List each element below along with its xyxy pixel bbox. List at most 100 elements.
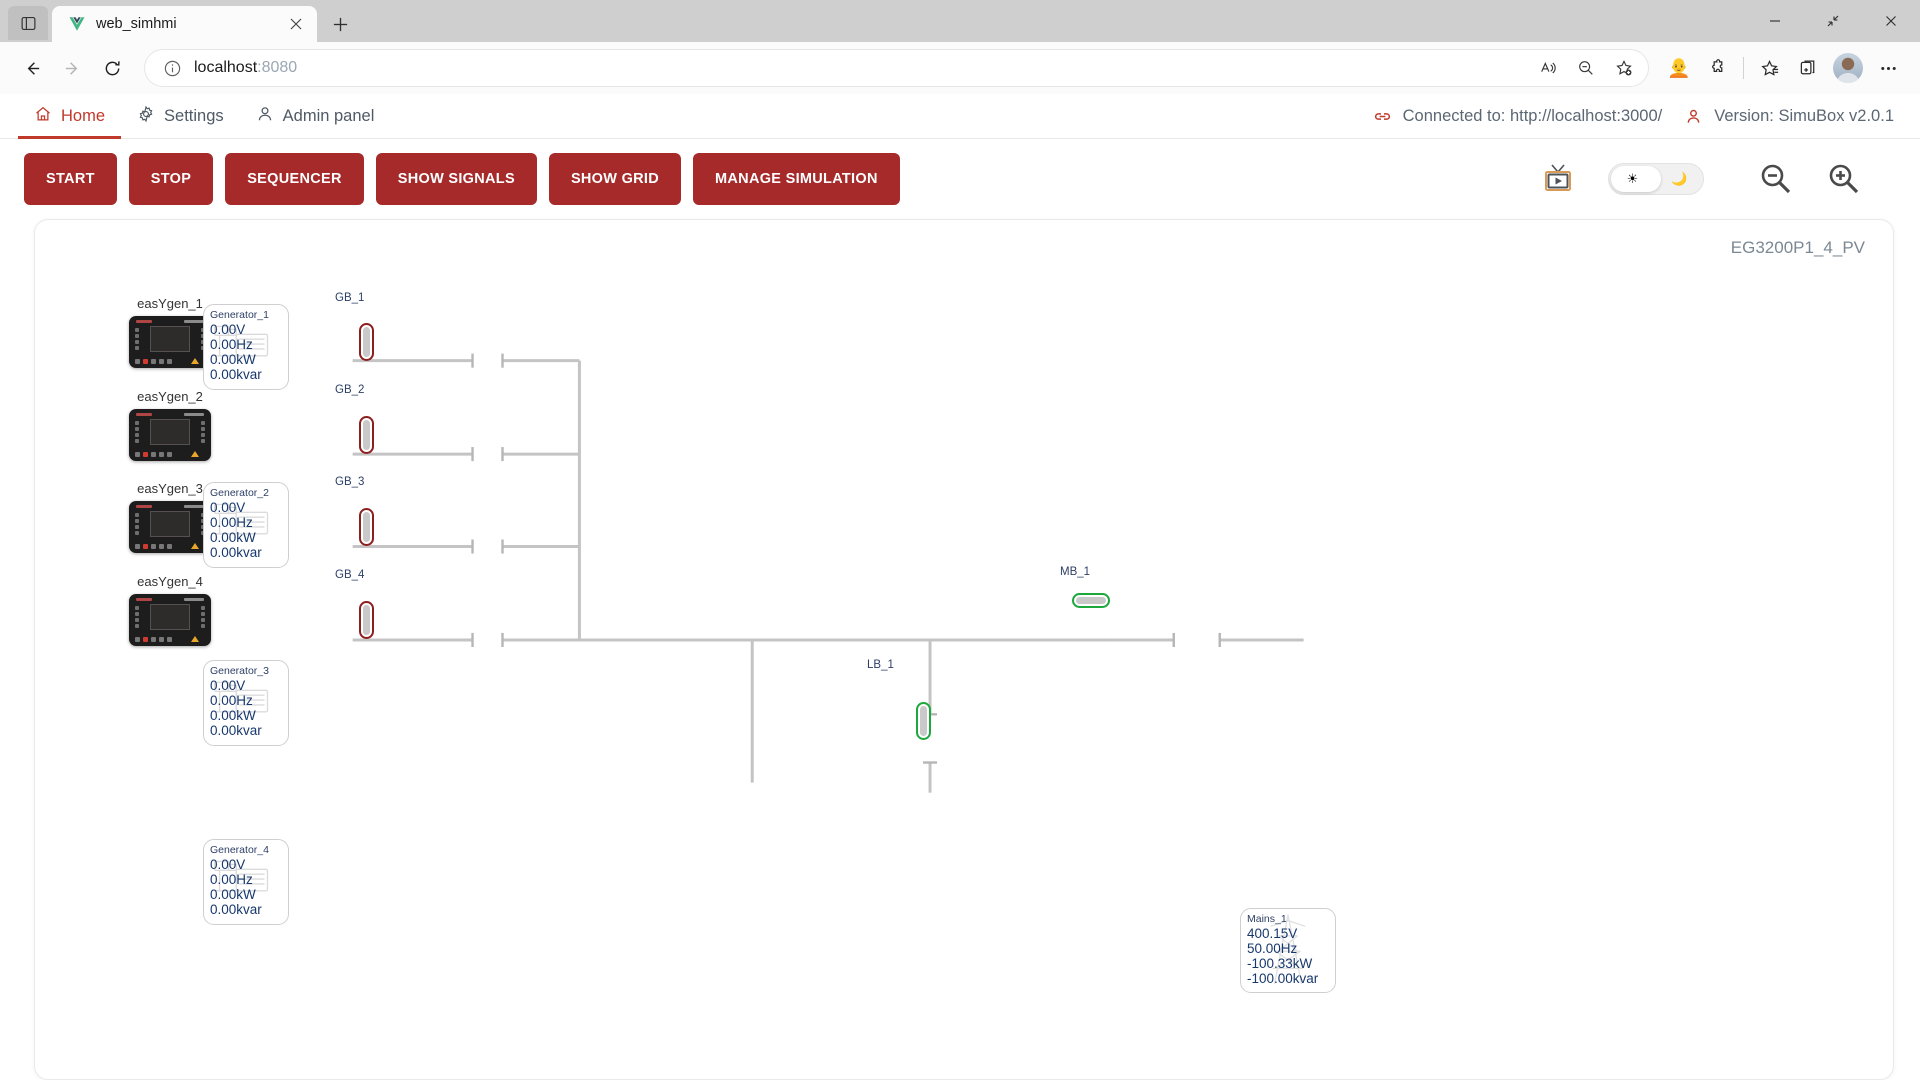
show-signals-button[interactable]: SHOW SIGNALS (375, 153, 537, 205)
browser-titlebar: web_simhmi (0, 0, 1920, 42)
nav-item-settings-label: Settings (164, 106, 224, 125)
browser-toolbar-actions: 🧑‍🦲 (1661, 50, 1906, 86)
theme-toggle-knob (1611, 166, 1661, 192)
show-grid-button[interactable]: SHOW GRID (548, 153, 682, 205)
pylon-icon (1270, 914, 1306, 985)
back-icon[interactable] (14, 50, 50, 86)
generator-node-3[interactable]: Generator_3 0.00V 0.00Hz 0.00kW 0.00kvar (203, 660, 289, 746)
start-button[interactable]: START (24, 153, 117, 205)
gear-icon (137, 105, 155, 128)
forward-icon[interactable] (54, 50, 90, 86)
toolbar-divider (1743, 57, 1744, 79)
easygen-device-icon (129, 409, 211, 461)
mains-node[interactable]: Mains_1 400.15V 50.00Hz -100.33kW -100.0… (1240, 908, 1336, 993)
moon-icon[interactable]: 🌙 (1671, 171, 1688, 186)
diagram-canvas[interactable]: EG3200P1_4_PV (34, 219, 1894, 1080)
easygen-device-icon (129, 501, 211, 553)
mains-reactive: -100.00kvar (1247, 971, 1319, 987)
controller-easygen-4[interactable]: easYgen_4 (129, 574, 211, 646)
tab-search-button[interactable] (8, 6, 48, 40)
mains-frequency: 50.00Hz (1247, 941, 1298, 957)
mains-voltage: 400.15V (1247, 926, 1298, 942)
close-icon[interactable] (1862, 0, 1920, 42)
reload-icon[interactable] (94, 50, 130, 86)
close-icon[interactable] (285, 13, 307, 35)
generator-name: Generator_3 (210, 665, 269, 677)
info-icon (163, 59, 182, 78)
generator-name: Generator_1 (210, 309, 269, 321)
add-favorite-icon[interactable] (1606, 50, 1642, 86)
theme-toggle[interactable]: ☀ 🌙 (1608, 163, 1704, 195)
generator-name: Generator_4 (210, 844, 269, 856)
version-status: Version: SimuBox v2.0.1 (1684, 107, 1894, 126)
more-options-icon[interactable] (1870, 50, 1906, 86)
browser-tab[interactable]: web_simhmi (52, 6, 317, 42)
generator-node-4[interactable]: Generator_4 0.00V 0.00Hz 0.00kW 0.00kvar (203, 839, 289, 925)
mains-power: -100.33kW (1247, 956, 1313, 972)
breaker-lb-1[interactable] (916, 702, 931, 740)
new-tab-button[interactable] (323, 8, 357, 40)
breaker-mb-1[interactable] (1072, 593, 1110, 608)
easygen-device-icon (129, 594, 211, 646)
generator-power: 0.00kW (210, 352, 256, 368)
generator-voltage: 0.00V (210, 678, 246, 694)
person-icon (256, 105, 274, 128)
collections-icon[interactable] (1790, 50, 1826, 86)
person-icon (1684, 107, 1703, 126)
generator-icon (214, 681, 269, 713)
controller-easygen-1[interactable]: easYgen_1 (129, 296, 211, 368)
zoom-in-icon[interactable] (1822, 157, 1866, 201)
canvas-wrapper: EG3200P1_4_PV (0, 219, 1920, 1080)
generator-reactive: 0.00kvar (210, 545, 262, 561)
stop-button[interactable]: STOP (128, 153, 214, 205)
breaker-gb-1[interactable] (359, 323, 374, 361)
generator-power: 0.00kW (210, 530, 256, 546)
breaker-gb-4[interactable] (359, 601, 374, 639)
zoom-controls (1754, 157, 1866, 201)
breaker-label-lb-1: LB_1 (867, 659, 894, 671)
favorites-icon[interactable] (1752, 50, 1788, 86)
nav-item-settings[interactable]: Settings (121, 94, 240, 139)
generator-frequency: 0.00Hz (210, 872, 253, 888)
sequencer-button[interactable]: SEQUENCER (225, 153, 364, 205)
zoom-out-icon[interactable] (1754, 157, 1798, 201)
breaker-label-gb-3: GB_3 (335, 476, 365, 488)
connection-text: Connected to: http://localhost:3000/ (1402, 106, 1663, 125)
read-aloud-icon[interactable] (1530, 50, 1566, 86)
zoom-page-icon[interactable] (1568, 50, 1604, 86)
breaker-gb-2[interactable] (359, 416, 374, 454)
nav-item-home[interactable]: Home (18, 94, 122, 139)
restore-icon[interactable] (1804, 0, 1862, 42)
address-bar[interactable]: localhost:8080 (144, 49, 1649, 87)
home-icon (34, 105, 52, 128)
manage-simulation-button[interactable]: MANAGE SIMULATION (693, 153, 900, 205)
controller-easygen-3[interactable]: easYgen_3 (129, 481, 211, 553)
generator-node-1[interactable]: Generator_1 0.00V 0.00Hz 0.00kW 0.00kvar (203, 304, 289, 390)
address-text: localhost:8080 (194, 59, 1518, 77)
generator-node-2[interactable]: Generator_2 0.00V 0.00Hz 0.00kW 0.00kvar (203, 482, 289, 568)
generator-reactive: 0.00kvar (210, 723, 262, 739)
controller-label: easYgen_4 (137, 574, 203, 589)
sun-icon[interactable]: ☀ (1626, 171, 1639, 186)
breaker-gb-3[interactable] (359, 508, 374, 546)
app-navigation: Home Settings Admin panel Connected to: … (0, 94, 1920, 139)
extensions-icon[interactable] (1699, 50, 1735, 86)
single-line-diagram: easYgen_1 easYgen_2 (35, 220, 1893, 1079)
breaker-label-gb-4: GB_4 (335, 569, 365, 581)
vue-logo-icon (68, 15, 86, 33)
nav-item-admin-panel[interactable]: Admin panel (240, 94, 391, 139)
avatar[interactable] (1833, 53, 1863, 83)
tab-title: web_simhmi (96, 16, 177, 32)
copilot-icon[interactable]: 🧑‍🦲 (1667, 57, 1691, 79)
generator-voltage: 0.00V (210, 857, 246, 873)
generator-frequency: 0.00Hz (210, 693, 253, 709)
window-controls (1746, 0, 1920, 42)
minimize-icon[interactable] (1746, 0, 1804, 42)
tv-play-icon[interactable] (1536, 157, 1580, 201)
controller-easygen-2[interactable]: easYgen_2 (129, 389, 211, 461)
generator-power: 0.00kW (210, 887, 256, 903)
generator-power: 0.00kW (210, 708, 256, 724)
generator-reactive: 0.00kvar (210, 902, 262, 918)
generator-reactive: 0.00kvar (210, 367, 262, 383)
controller-label: easYgen_3 (137, 481, 203, 496)
